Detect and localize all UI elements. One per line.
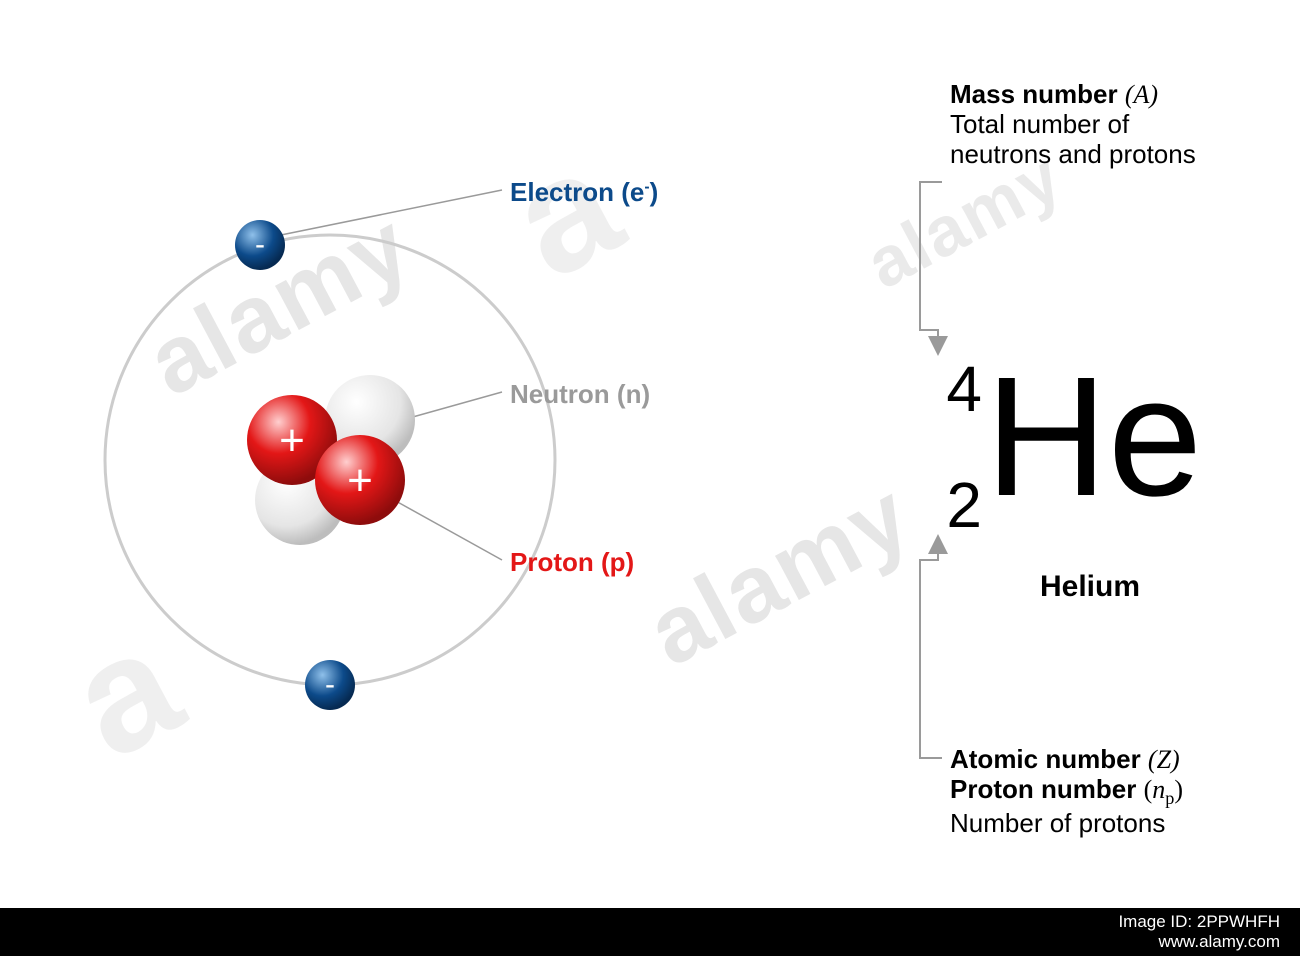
- footer-bar: Image ID: 2PPWHFH www.alamy.com: [0, 908, 1300, 956]
- proton-1-sign: +: [279, 416, 305, 465]
- arrow-atomic-number: [920, 542, 942, 758]
- element-atomic-number: 2: [942, 468, 982, 542]
- footer-url: www.alamy.com: [1158, 932, 1280, 952]
- element-mass-number: 4: [942, 352, 982, 426]
- element-symbol: He: [985, 352, 1202, 522]
- leader-neutron: [402, 392, 502, 420]
- callout-atomic-number: Atomic number (Z) Proton number ((nnp) N…: [950, 745, 1183, 839]
- electron-1-sign: -: [255, 228, 265, 261]
- diagram-stage: alamy alamy alamy a a: [0, 0, 1300, 956]
- leader-electron: [276, 190, 502, 236]
- label-neutron: Neutron (n): [510, 380, 650, 410]
- proton-2-sign: +: [347, 456, 373, 505]
- label-proton: Proton (p): [510, 548, 634, 578]
- callout-mass-number: Mass number (A) Total number of neutrons…: [950, 80, 1196, 170]
- electron-2-sign: -: [325, 668, 335, 701]
- arrow-mass-number: [920, 182, 942, 348]
- element-name: Helium: [1040, 570, 1140, 604]
- label-electron: Electron (e-): [510, 178, 658, 208]
- leader-proton: [394, 500, 502, 560]
- footer-image-id: Image ID: 2PPWHFH: [1118, 912, 1280, 932]
